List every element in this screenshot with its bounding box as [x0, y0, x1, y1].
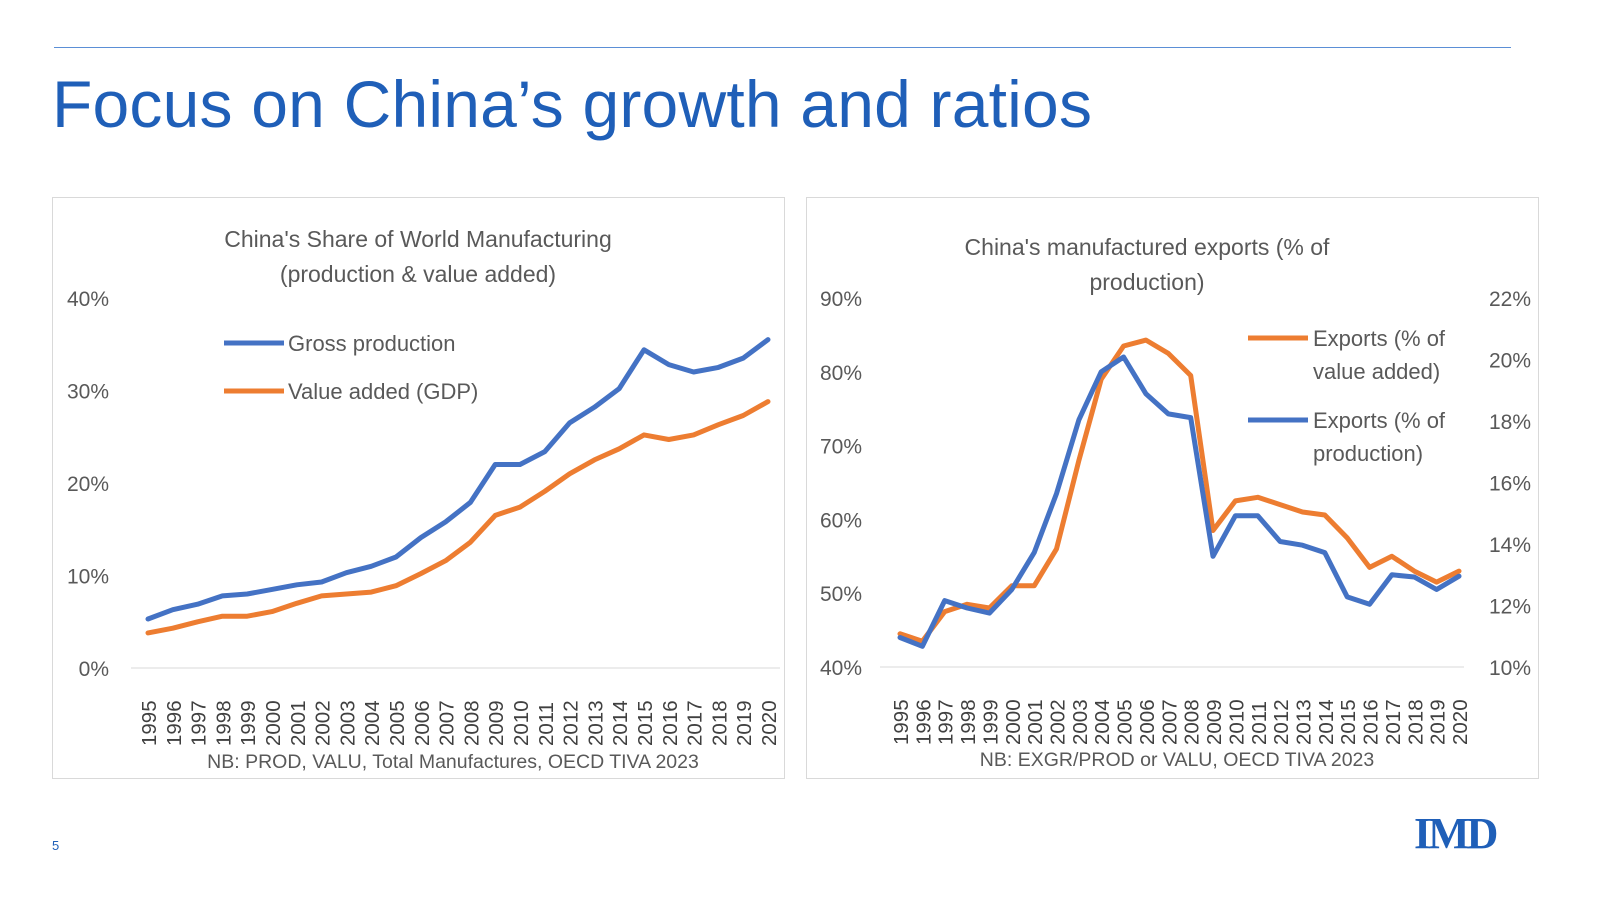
x-tick-label: 2000	[262, 700, 285, 746]
x-tick-label: 1996	[163, 700, 186, 746]
chart-note: NB: EXGR/PROD or VALU, OECD TIVA 2023	[980, 749, 1374, 771]
y-right-tick-label: 18%	[1489, 411, 1531, 434]
series-line-value-added	[145, 399, 771, 636]
x-tick-label: 2013	[1292, 699, 1315, 745]
imd-logo: IMD	[1414, 809, 1498, 858]
x-tick-label: 2017	[1382, 699, 1405, 745]
x-tick-label: 2007	[436, 700, 459, 746]
y-left-tick-label: 40%	[820, 657, 862, 680]
x-tick-label: 2011	[535, 702, 558, 746]
x-tick-label: 2011	[1248, 701, 1271, 745]
series-line-exports-production	[897, 354, 1462, 649]
y-tick-label: 40%	[67, 288, 109, 311]
chart-left-panel: China's Share of World Manufacturing (pro…	[52, 197, 785, 779]
x-tick-label: 1995	[138, 700, 161, 746]
y-right-tick-label: 10%	[1489, 657, 1531, 680]
y-tick-label: 10%	[67, 566, 109, 589]
chart-title: China's Share of World Manufacturing	[224, 226, 612, 252]
x-tick-label: 2002	[312, 700, 335, 746]
x-tick-label: 2008	[1181, 699, 1204, 745]
x-tick-label: 2015	[1337, 699, 1360, 745]
chart-right-panel: China's manufactured exports (% of produc…	[806, 197, 1539, 779]
chart-subtitle: production)	[1089, 269, 1204, 295]
x-tick-label: 2006	[1136, 699, 1159, 745]
chart-note: NB: PROD, VALU, Total Manufactures, OECD…	[207, 751, 699, 773]
x-tick-label: 2014	[1315, 699, 1338, 745]
series-line-gross-production	[145, 337, 771, 622]
legend-label: Exports (% of	[1313, 326, 1446, 351]
x-tick-label: 2007	[1158, 699, 1181, 745]
x-tick-label: 2006	[411, 700, 434, 746]
x-tick-label: 2000	[1002, 699, 1025, 745]
x-tick-label: 2005	[1114, 699, 1137, 745]
y-tick-label: 30%	[67, 381, 109, 404]
page-number: 5	[52, 838, 60, 853]
x-tick-label: 2004	[361, 700, 384, 746]
x-tick-label: 2004	[1091, 699, 1114, 745]
slide-title: Focus on China’s growth and ratios	[52, 67, 1093, 141]
x-tick-label: 2001	[287, 700, 310, 746]
x-tick-label: 2009	[1203, 699, 1226, 745]
x-tick-label: 1998	[957, 699, 980, 745]
legend-label: production)	[1313, 441, 1423, 466]
top-rule	[54, 47, 1511, 48]
chart-subtitle: (production & value added)	[280, 261, 556, 287]
legend-label: Exports (% of	[1313, 408, 1446, 433]
x-tick-label: 2005	[386, 700, 409, 746]
chart-right: China's manufactured exports (% of produc…	[820, 234, 1531, 771]
chart-left: China's Share of World Manufacturing (pro…	[67, 226, 781, 773]
y-right-tick-label: 14%	[1489, 534, 1531, 557]
series-line-exports-value-added	[897, 337, 1462, 644]
x-tick-label: 1995	[890, 699, 913, 745]
x-tick-label: 2013	[584, 700, 607, 746]
x-tick-label: 2019	[1427, 699, 1450, 745]
x-tick-label: 2020	[758, 700, 781, 746]
y-left-tick-label: 60%	[820, 509, 862, 532]
y-tick-label: 20%	[67, 473, 109, 496]
x-tick-label: 2010	[1225, 699, 1248, 745]
y-tick-label: 0%	[79, 658, 109, 681]
y-left-tick-label: 50%	[820, 583, 862, 606]
chart-title: China's manufactured exports (% of	[965, 234, 1331, 260]
y-right-tick-label: 12%	[1489, 596, 1531, 619]
x-tick-label: 2012	[560, 700, 583, 746]
y-right-tick-label: 20%	[1489, 350, 1531, 373]
x-tick-label: 2016	[659, 700, 682, 746]
x-tick-label: 2003	[1069, 699, 1092, 745]
x-tick-label: 1997	[188, 700, 211, 746]
legend-label: Gross production	[288, 331, 456, 356]
x-tick-label: 1996	[912, 699, 935, 745]
x-tick-label: 2001	[1024, 699, 1047, 745]
x-tick-label: 1999	[237, 700, 260, 746]
y-left-tick-label: 80%	[820, 362, 862, 385]
x-tick-label: 2002	[1047, 699, 1070, 745]
x-tick-label: 2008	[460, 700, 483, 746]
x-tick-label: 2019	[733, 700, 756, 746]
x-tick-label: 2015	[634, 700, 657, 746]
x-tick-label: 2018	[708, 700, 731, 746]
x-tick-label: 1998	[212, 700, 235, 746]
x-tick-label: 2020	[1449, 699, 1472, 745]
x-tick-label: 1997	[935, 699, 958, 745]
x-tick-label: 2014	[609, 700, 632, 746]
x-tick-label: 2009	[485, 700, 508, 746]
y-left-tick-label: 90%	[820, 288, 862, 311]
x-tick-label: 1999	[979, 699, 1002, 745]
legend-label: value added)	[1313, 359, 1440, 384]
x-tick-label: 2003	[336, 700, 359, 746]
x-tick-label: 2010	[510, 700, 533, 746]
y-left-tick-label: 70%	[820, 436, 862, 459]
legend-label: Value added (GDP)	[288, 379, 478, 404]
x-tick-label: 2018	[1404, 699, 1427, 745]
x-tick-label: 2017	[684, 700, 707, 746]
x-tick-label: 2012	[1270, 699, 1293, 745]
x-tick-label: 2016	[1360, 699, 1383, 745]
y-right-tick-label: 16%	[1489, 473, 1531, 496]
y-right-tick-label: 22%	[1489, 288, 1531, 311]
